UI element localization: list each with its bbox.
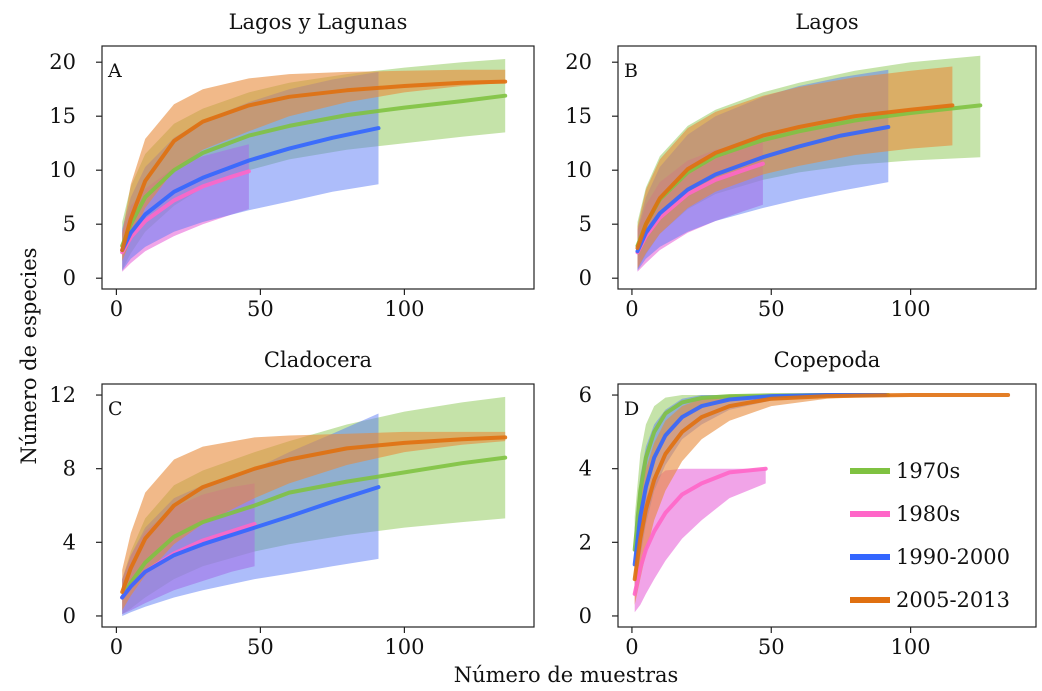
y-tick-label: 6 xyxy=(579,383,592,407)
panel-b: 0 50 100 0 5 10 15 20 Lagos B xyxy=(565,10,1037,321)
rarefaction-line-1990-2000 xyxy=(120,126,381,253)
y-tick-label: 12 xyxy=(49,383,76,407)
legend-label: 2005-2013 xyxy=(896,588,1010,612)
legend-label: 1970s xyxy=(896,459,960,483)
y-tick-label: 15 xyxy=(49,104,76,128)
y-tick-label: 4 xyxy=(63,530,76,554)
rarefaction-line-1990-2000 xyxy=(632,393,888,567)
rarefaction-line-2005-2013 xyxy=(635,103,955,250)
panel-a: 0 50 100 0 5 10 15 20 Lagos y Lagunas A xyxy=(49,10,535,321)
legend-label: 1990-2000 xyxy=(896,545,1010,569)
x-tick-label: 0 xyxy=(625,635,638,659)
y-tick-label: 10 xyxy=(565,158,592,182)
panel-letter: D xyxy=(624,398,639,420)
panel-frame xyxy=(101,383,535,628)
y-tick-label: 0 xyxy=(579,266,592,290)
y-tick-label: 0 xyxy=(63,266,76,290)
panel-title: Lagos xyxy=(795,10,858,34)
panel-letter: C xyxy=(108,398,123,420)
legend-item: 2005-2013 xyxy=(850,588,1010,612)
y-tick-label: 5 xyxy=(63,212,76,236)
x-tick-label: 0 xyxy=(625,297,638,321)
y-tick-label: 20 xyxy=(565,50,592,74)
plot-area xyxy=(632,393,1011,613)
y-tick-label: 5 xyxy=(579,212,592,236)
panel-c: 0 50 100 0 4 8 12 Cladocera C xyxy=(49,348,535,659)
x-axis-title: Número de muestras xyxy=(454,663,679,687)
y-axis-title: Número de especies xyxy=(17,248,41,465)
x-tick-label: 50 xyxy=(758,635,785,659)
rarefaction-line-1980s xyxy=(632,466,768,596)
x-tick-label: 100 xyxy=(384,297,424,321)
x-tick-label: 100 xyxy=(384,635,424,659)
x-tick-label: 50 xyxy=(758,297,785,321)
panel-frame xyxy=(617,45,1037,290)
y-tick-label: 15 xyxy=(565,104,592,128)
y-tick-label: 8 xyxy=(63,457,76,481)
y-tick-label: 2 xyxy=(579,530,592,554)
y-tick-label: 0 xyxy=(579,604,592,628)
y-tick-label: 10 xyxy=(49,158,76,182)
rarefaction-line-1990-2000 xyxy=(635,125,891,254)
confidence-band-2005-2013 xyxy=(122,431,506,611)
plot-area xyxy=(120,396,508,616)
panel-frame xyxy=(617,383,1037,628)
x-tick-label: 50 xyxy=(247,297,274,321)
plot-area xyxy=(635,55,983,272)
rarefaction-line-2005-2013 xyxy=(120,79,508,253)
rarefaction-line-1970s xyxy=(120,93,508,248)
confidence-band-1980s xyxy=(634,468,766,613)
legend-item: 1980s xyxy=(850,502,960,526)
x-tick-label: 100 xyxy=(891,297,931,321)
x-tick-label: 100 xyxy=(891,635,931,659)
panel-letter: B xyxy=(624,60,638,82)
x-tick-label: 50 xyxy=(247,635,274,659)
y-tick-label: 0 xyxy=(63,604,76,628)
panel-title: Lagos y Lagunas xyxy=(229,10,408,34)
rarefaction-line-2005-2013 xyxy=(632,393,1011,582)
confidence-band-1970s xyxy=(634,395,889,583)
panel-d: 0 50 100 0 2 4 6 Copepoda D xyxy=(579,348,1037,659)
rarefaction-line-1990-2000 xyxy=(120,485,381,600)
rarefaction-line-1970s xyxy=(120,455,508,600)
plot-area xyxy=(120,59,508,272)
panel-frame xyxy=(101,45,535,290)
panel-title: Cladocera xyxy=(264,348,372,372)
legend-label: 1980s xyxy=(896,502,960,526)
panel-letter: A xyxy=(107,60,122,82)
x-tick-label: 0 xyxy=(110,635,123,659)
panel-title: Copepoda xyxy=(774,348,881,372)
confidence-band-2005-2013 xyxy=(634,395,1009,605)
y-tick-label: 4 xyxy=(579,457,592,481)
legend-item: 1970s xyxy=(850,459,960,483)
rarefaction-line-2005-2013 xyxy=(120,435,508,594)
legend: 1970s 1980s 1990-2000 2005-2013 xyxy=(850,459,1010,612)
y-tick-label: 20 xyxy=(49,50,76,74)
legend-item: 1990-2000 xyxy=(850,545,1010,569)
x-tick-label: 0 xyxy=(110,297,123,321)
